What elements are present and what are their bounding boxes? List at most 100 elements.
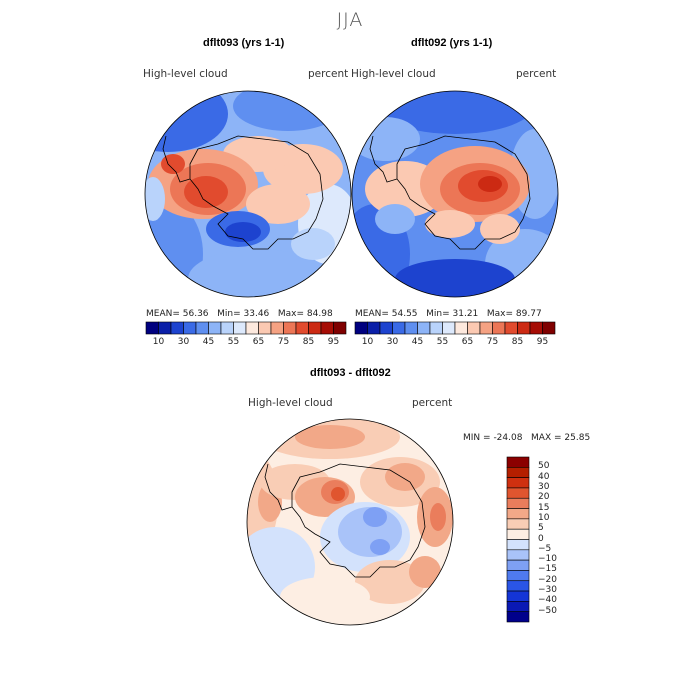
colorbar-swatch [208, 321, 222, 335]
colorbar-tick-label: −30 [538, 585, 557, 596]
map-diff-blob [280, 577, 370, 617]
colorbar-tick-label: 55 [227, 337, 240, 347]
colorbar-tick-label: 75 [486, 337, 499, 347]
variable-label-left: High-level cloud [143, 68, 228, 80]
colorbar-swatch [506, 590, 530, 602]
map-right-blob [375, 204, 415, 234]
map-right-blob [425, 210, 475, 238]
colorbar-swatch [429, 321, 443, 335]
stats-left: MEAN= 56.36 Min= 33.46 Max= 84.98 [146, 309, 333, 319]
mean-value-right: 54.55 [391, 309, 418, 319]
map-diff-blob [409, 556, 441, 588]
min-value-left: 33.46 [243, 309, 270, 319]
panel-title-right: dflt092 (yrs 1-1) [411, 37, 493, 49]
colorbar-swatch [145, 321, 159, 335]
mean-value-left: 56.36 [182, 309, 209, 319]
map-left [144, 90, 352, 298]
colorbar-swatch [506, 601, 530, 612]
min-value-right: 31.21 [452, 309, 479, 319]
max-value-diff: 25.85 [564, 433, 591, 443]
units-label-left: percent [308, 68, 349, 80]
panel-title-diff: dflt093 - dflt092 [310, 367, 391, 379]
colorbar-tick-label: 65 [252, 337, 265, 347]
colorbar-tick-label: 85 [302, 337, 315, 347]
map-left-border [144, 90, 352, 298]
map-diff-peninsula [264, 463, 293, 511]
map-left-blob [291, 228, 335, 260]
map-right-coastline [396, 135, 531, 250]
colorbar-tick-label: 40 [538, 471, 550, 482]
colorbar-swatch [504, 321, 518, 335]
colorbar-swatch [506, 467, 530, 478]
min-value-diff: -24.08 [493, 433, 523, 443]
map-diff [246, 418, 454, 626]
map-left-peninsula [162, 135, 191, 183]
colorbar-tick-label: 95 [536, 337, 549, 347]
colorbar-swatch [195, 321, 209, 335]
map-diff-blob [385, 463, 425, 491]
map-right [351, 90, 559, 298]
colorbar-tick-label: 30 [177, 337, 190, 347]
variable-label-right: High-level cloud [351, 68, 436, 80]
colorbar-swatch [333, 321, 347, 335]
colorbar-tick-label: −20 [538, 574, 557, 585]
map-diff-blob [295, 425, 365, 449]
colorbar-tick-label: 30 [538, 481, 550, 492]
map-diff-blob [370, 539, 390, 555]
colorbar-tick-label: 85 [511, 337, 524, 347]
colorbar-tick-label: −40 [538, 595, 557, 606]
colorbar-tick-label: 5 [538, 523, 544, 534]
colorbar-swatch [506, 477, 530, 489]
stats-diff: MIN = -24.08 MAX = 25.85 [463, 433, 590, 443]
season-title: JJA [336, 9, 364, 31]
colorbar-tick-label: 45 [202, 337, 215, 347]
colorbar-swatch [308, 321, 322, 335]
colorbar-swatch [517, 321, 531, 335]
map-right-blob [478, 176, 502, 192]
colorbar-swatch [506, 456, 530, 468]
colorbar-swatch [454, 321, 468, 335]
colorbar-swatch [506, 487, 530, 499]
colorbar-swatch [506, 539, 530, 551]
colorbar-swatch [379, 321, 393, 335]
colorbar-tick-label: 50 [538, 461, 550, 472]
colorbar-swatch [506, 580, 530, 592]
map-left-blob [184, 176, 228, 208]
colorbar-swatch [467, 321, 481, 335]
min-label-diff: MIN = [463, 433, 491, 443]
map-left-coastline [189, 135, 324, 250]
colorbar-tick-label: 75 [277, 337, 290, 347]
colorbar-tick-label: 95 [327, 337, 340, 347]
colorbar-tick-label: 45 [411, 337, 424, 347]
colorbar-tick-label: −10 [538, 554, 557, 565]
colorbar-right [354, 321, 556, 335]
colorbar-swatch [442, 321, 456, 335]
colorbar-tick-label: 10 [361, 337, 374, 347]
min-label-right: Min= [426, 309, 450, 319]
map-diff-blob [355, 560, 425, 604]
map-right-peninsula [369, 135, 398, 183]
colorbar-swatch [506, 508, 530, 520]
variable-label-diff: High-level cloud [248, 397, 333, 409]
colorbar-swatch [183, 321, 197, 335]
colorbar-tick-label: 10 [152, 337, 165, 347]
colorbar-tick-label: 55 [436, 337, 449, 347]
colorbar-swatch [529, 321, 543, 335]
colorbar-swatch [506, 518, 530, 530]
map-right-blob [375, 91, 535, 134]
colorbar-ticks-diff: 50 40 30 20 15 10 5 0 −5 −10 −15 −20 −30 −40 −50 [536, 457, 576, 622]
colorbar-swatch [270, 321, 284, 335]
colorbar-swatch [170, 321, 184, 335]
colorbar-swatch [220, 321, 234, 335]
map-left-blob [145, 177, 165, 221]
colorbar-tick-label: −15 [538, 564, 557, 575]
map-left-blob [233, 91, 343, 131]
map-left-blob [145, 91, 228, 152]
colorbar-tick-label: −5 [538, 543, 552, 554]
colorbar-swatch [258, 321, 272, 335]
max-value-right: 89.77 [515, 309, 542, 319]
colorbar-ticks-left: 10 30 45 55 65 75 85 95 [146, 337, 346, 349]
units-label-diff: percent [412, 397, 453, 409]
colorbar-swatch [392, 321, 406, 335]
max-label-left: Max= [277, 309, 305, 319]
